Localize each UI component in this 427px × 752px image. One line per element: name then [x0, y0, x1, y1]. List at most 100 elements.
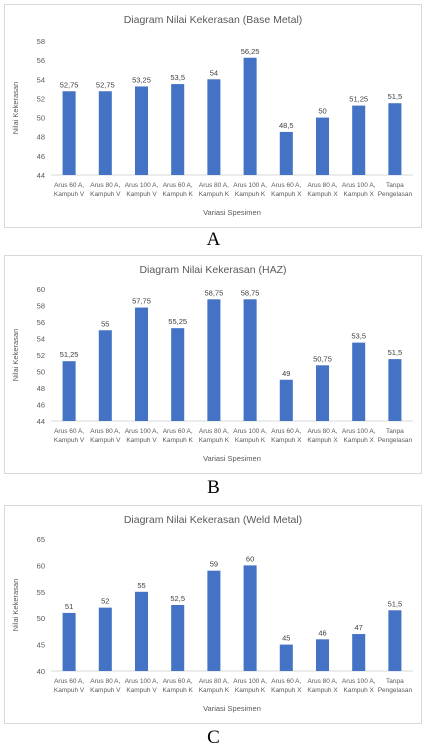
x-tick-label: Arus 100 A, — [342, 182, 376, 189]
x-tick-label: Pengelasan — [378, 437, 413, 444]
x-tick-label: Kampuh V — [54, 687, 85, 694]
x-tick-label: Kampuh V — [90, 437, 121, 444]
caption-c: C — [207, 727, 220, 748]
data-label: 55,25 — [168, 317, 187, 326]
chart-title: Diagram Nilai Kekerasan (Base Metal) — [124, 14, 303, 26]
data-label: 58,75 — [241, 288, 260, 297]
x-tick-label: Kampuh K — [163, 191, 194, 198]
data-label: 56,25 — [241, 47, 260, 56]
y-tick-label: 48 — [37, 133, 45, 142]
x-tick-label: Kampuh X — [271, 687, 302, 694]
y-tick-label: 56 — [37, 56, 45, 65]
bar — [98, 330, 112, 421]
x-tick-label: Kampuh K — [163, 437, 194, 444]
x-tick-label: Arus 80 A, — [308, 182, 338, 189]
x-tick-label: Arus 60 A, — [163, 428, 193, 435]
bar — [171, 84, 185, 175]
data-label: 53,5 — [351, 332, 366, 341]
x-tick-label: Kampuh K — [199, 191, 230, 198]
bar — [98, 91, 112, 175]
data-label: 50,75 — [313, 354, 332, 363]
x-tick-label: Arus 100 A, — [342, 428, 376, 435]
y-tick-label: 44 — [37, 417, 45, 426]
x-tick-label: Kampuh V — [54, 191, 85, 198]
y-tick-label: 55 — [37, 588, 45, 597]
x-tick-label: Kampuh X — [344, 437, 375, 444]
caption-b: B — [207, 477, 220, 498]
y-tick-label: 50 — [37, 368, 45, 377]
x-tick-label: Arus 100 A, — [125, 428, 159, 435]
x-tick-label: Kampuh K — [235, 437, 266, 444]
x-tick-label: Tanpa — [386, 428, 404, 435]
bar — [207, 299, 221, 421]
bar — [315, 639, 330, 671]
bar — [352, 105, 366, 175]
x-tick-label: Arus 80 A, — [308, 678, 338, 685]
x-tick-label: Arus 60 A, — [271, 678, 301, 685]
bar — [279, 379, 293, 421]
x-tick-label: Arus 60 A, — [54, 678, 84, 685]
data-label: 55 — [101, 319, 109, 328]
bar — [352, 634, 366, 671]
y-tick-label: 50 — [37, 614, 45, 623]
bar — [315, 117, 330, 175]
bar — [171, 328, 185, 421]
chart-panel-weld-metal: Diagram Nilai Kekerasan (Weld Metal) Nila… — [4, 505, 422, 724]
bar — [98, 607, 112, 671]
x-tick-label: Arus 60 A, — [54, 428, 84, 435]
bar — [243, 299, 257, 421]
data-label: 50 — [318, 107, 326, 116]
x-tick-label: Kampuh X — [271, 437, 302, 444]
data-label: 48,5 — [279, 121, 294, 130]
x-tick-label: Arus 80 A, — [199, 428, 229, 435]
data-label: 45 — [282, 634, 290, 643]
data-label: 52 — [101, 597, 109, 606]
x-tick-label: Kampuh K — [235, 191, 266, 198]
chart-base-metal: Diagram Nilai Kekerasan (Base Metal) Nila… — [11, 14, 413, 217]
x-tick-label: Arus 60 A, — [271, 428, 301, 435]
x-tick-label: Arus 80 A, — [199, 678, 229, 685]
x-tick-label: Kampuh K — [163, 687, 194, 694]
data-label: 57,75 — [132, 297, 151, 306]
chart-title: Diagram Nilai Kekerasan (Weld Metal) — [124, 514, 302, 526]
x-tick-label: Arus 80 A, — [90, 678, 120, 685]
data-label: 54 — [210, 68, 218, 77]
chart-panel-haz: Diagram Nilai Kekerasan (HAZ) Nilai Keker… — [4, 255, 422, 474]
bar — [279, 131, 293, 175]
data-label: 47 — [355, 623, 363, 632]
x-tick-label: Arus 60 A, — [163, 678, 193, 685]
y-tick-label: 52 — [37, 351, 45, 360]
y-tick-label: 48 — [37, 384, 45, 393]
x-axis-title: Variasi Spesimen — [203, 208, 261, 217]
chart-panel-base-metal: Diagram Nilai Kekerasan (Base Metal) Nila… — [4, 4, 422, 228]
data-label: 59 — [210, 560, 218, 569]
data-label: 52,75 — [60, 80, 79, 89]
x-tick-label: Arus 100 A, — [233, 182, 267, 189]
bar — [388, 103, 402, 175]
data-label: 51 — [65, 602, 73, 611]
y-tick-label: 46 — [37, 152, 45, 161]
chart-title: Diagram Nilai Kekerasan (HAZ) — [139, 264, 286, 276]
data-label: 58,75 — [205, 288, 224, 297]
bar — [243, 57, 257, 175]
x-tick-label: Arus 60 A, — [271, 182, 301, 189]
x-tick-label: Kampuh X — [344, 191, 375, 198]
x-tick-label: Kampuh V — [54, 437, 85, 444]
y-tick-label: 40 — [37, 667, 45, 676]
x-tick-label: Arus 60 A, — [54, 182, 84, 189]
bar — [243, 565, 257, 671]
data-label: 46 — [318, 628, 326, 637]
y-tick-label: 58 — [37, 37, 45, 46]
data-label: 55 — [137, 581, 145, 590]
x-tick-label: Arus 100 A, — [233, 678, 267, 685]
x-tick-label: Arus 80 A, — [308, 428, 338, 435]
x-tick-label: Arus 100 A, — [233, 428, 267, 435]
bar — [388, 610, 402, 671]
y-tick-label: 50 — [37, 114, 45, 123]
data-label: 51,5 — [388, 599, 403, 608]
x-tick-label: Kampuh V — [126, 191, 157, 198]
x-axis-title: Variasi Spesimen — [203, 704, 261, 713]
bar — [134, 86, 149, 175]
y-tick-label: 60 — [37, 285, 45, 294]
data-label: 51,5 — [388, 348, 403, 357]
